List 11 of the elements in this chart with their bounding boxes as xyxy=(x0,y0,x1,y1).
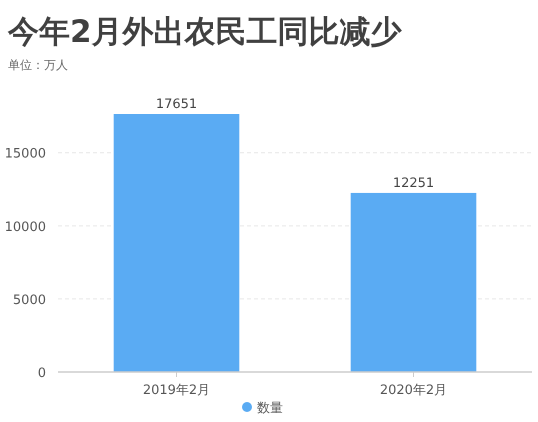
y-tick-label: 5000 xyxy=(12,292,46,308)
y-tick-label: 15000 xyxy=(4,146,46,162)
data-label: 17651 xyxy=(156,97,198,112)
y-tick-label: 10000 xyxy=(4,220,46,235)
y-tick-label: 0 xyxy=(38,366,46,381)
chart-subtitle: 单位：万人 xyxy=(8,58,68,72)
x-tick-label: 2019年2月 xyxy=(142,383,210,398)
x-tick-label: 2020年2月 xyxy=(380,383,448,398)
legend-label: 数量 xyxy=(257,401,283,416)
chart-title: 今年2月外出农民工同比减少 xyxy=(7,14,403,50)
data-label: 12251 xyxy=(392,176,434,191)
